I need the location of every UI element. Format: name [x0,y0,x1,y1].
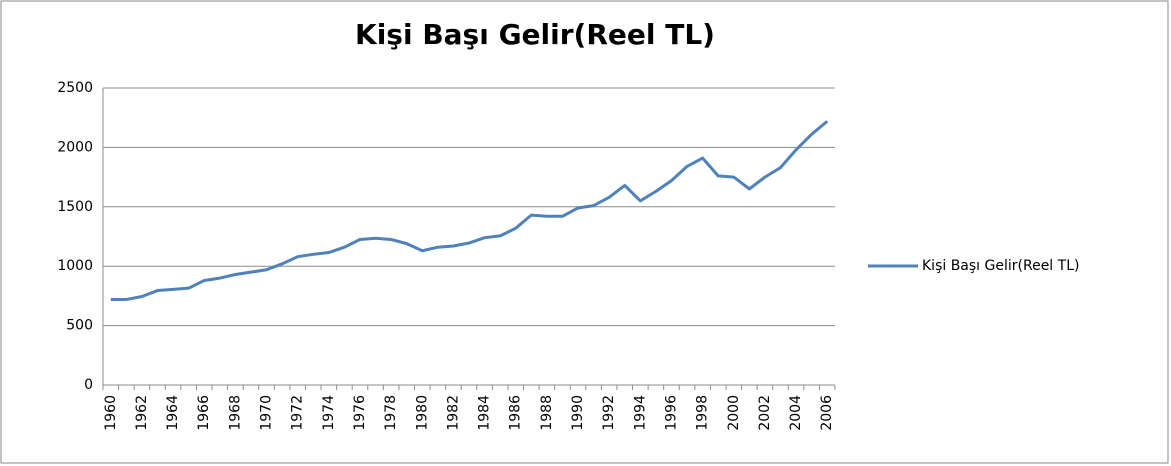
x-tick-label: 1964 [165,395,181,431]
chart-title: Kişi Başı Gelir(Reel TL) [355,18,715,51]
x-tick-label: 1968 [227,395,243,431]
y-tick-label: 1500 [57,199,93,215]
x-tick-label: 2004 [788,395,804,431]
x-tick-label: 1960 [103,395,119,431]
x-tick-label: 1994 [632,395,648,431]
x-tick-label: 1984 [477,395,493,431]
y-tick-label: 2000 [57,139,93,155]
x-tick-label: 1998 [695,395,711,431]
y-tick-label: 500 [66,318,93,334]
x-tick-label: 1970 [259,395,275,431]
y-tick-label: 1000 [57,258,93,274]
x-tick-label: 2000 [726,395,742,431]
x-tick-label: 2006 [819,395,835,431]
x-tick-label: 1996 [663,395,679,431]
x-tick-label: 1976 [352,395,368,431]
x-tick-label: 1990 [570,395,586,431]
x-tick-label: 1992 [601,395,617,431]
x-tick-label: 1988 [539,395,555,431]
y-tick-label: 0 [84,377,93,393]
y-tick-label: 2500 [57,80,93,96]
x-tick-label: 1980 [414,395,430,431]
x-tick-label: 1966 [196,395,212,431]
x-tick-label: 1962 [134,395,150,431]
legend-label: Kişi Başı Gelir(Reel TL) [922,258,1079,274]
x-tick-label: 1986 [508,395,524,431]
x-tick-label: 2002 [757,395,773,431]
data-line [110,120,829,301]
x-tick-label: 1982 [445,395,461,431]
x-tick-label: 1972 [290,395,306,431]
x-tick-label: 1974 [321,395,337,431]
x-tick-label: 1978 [383,395,399,431]
